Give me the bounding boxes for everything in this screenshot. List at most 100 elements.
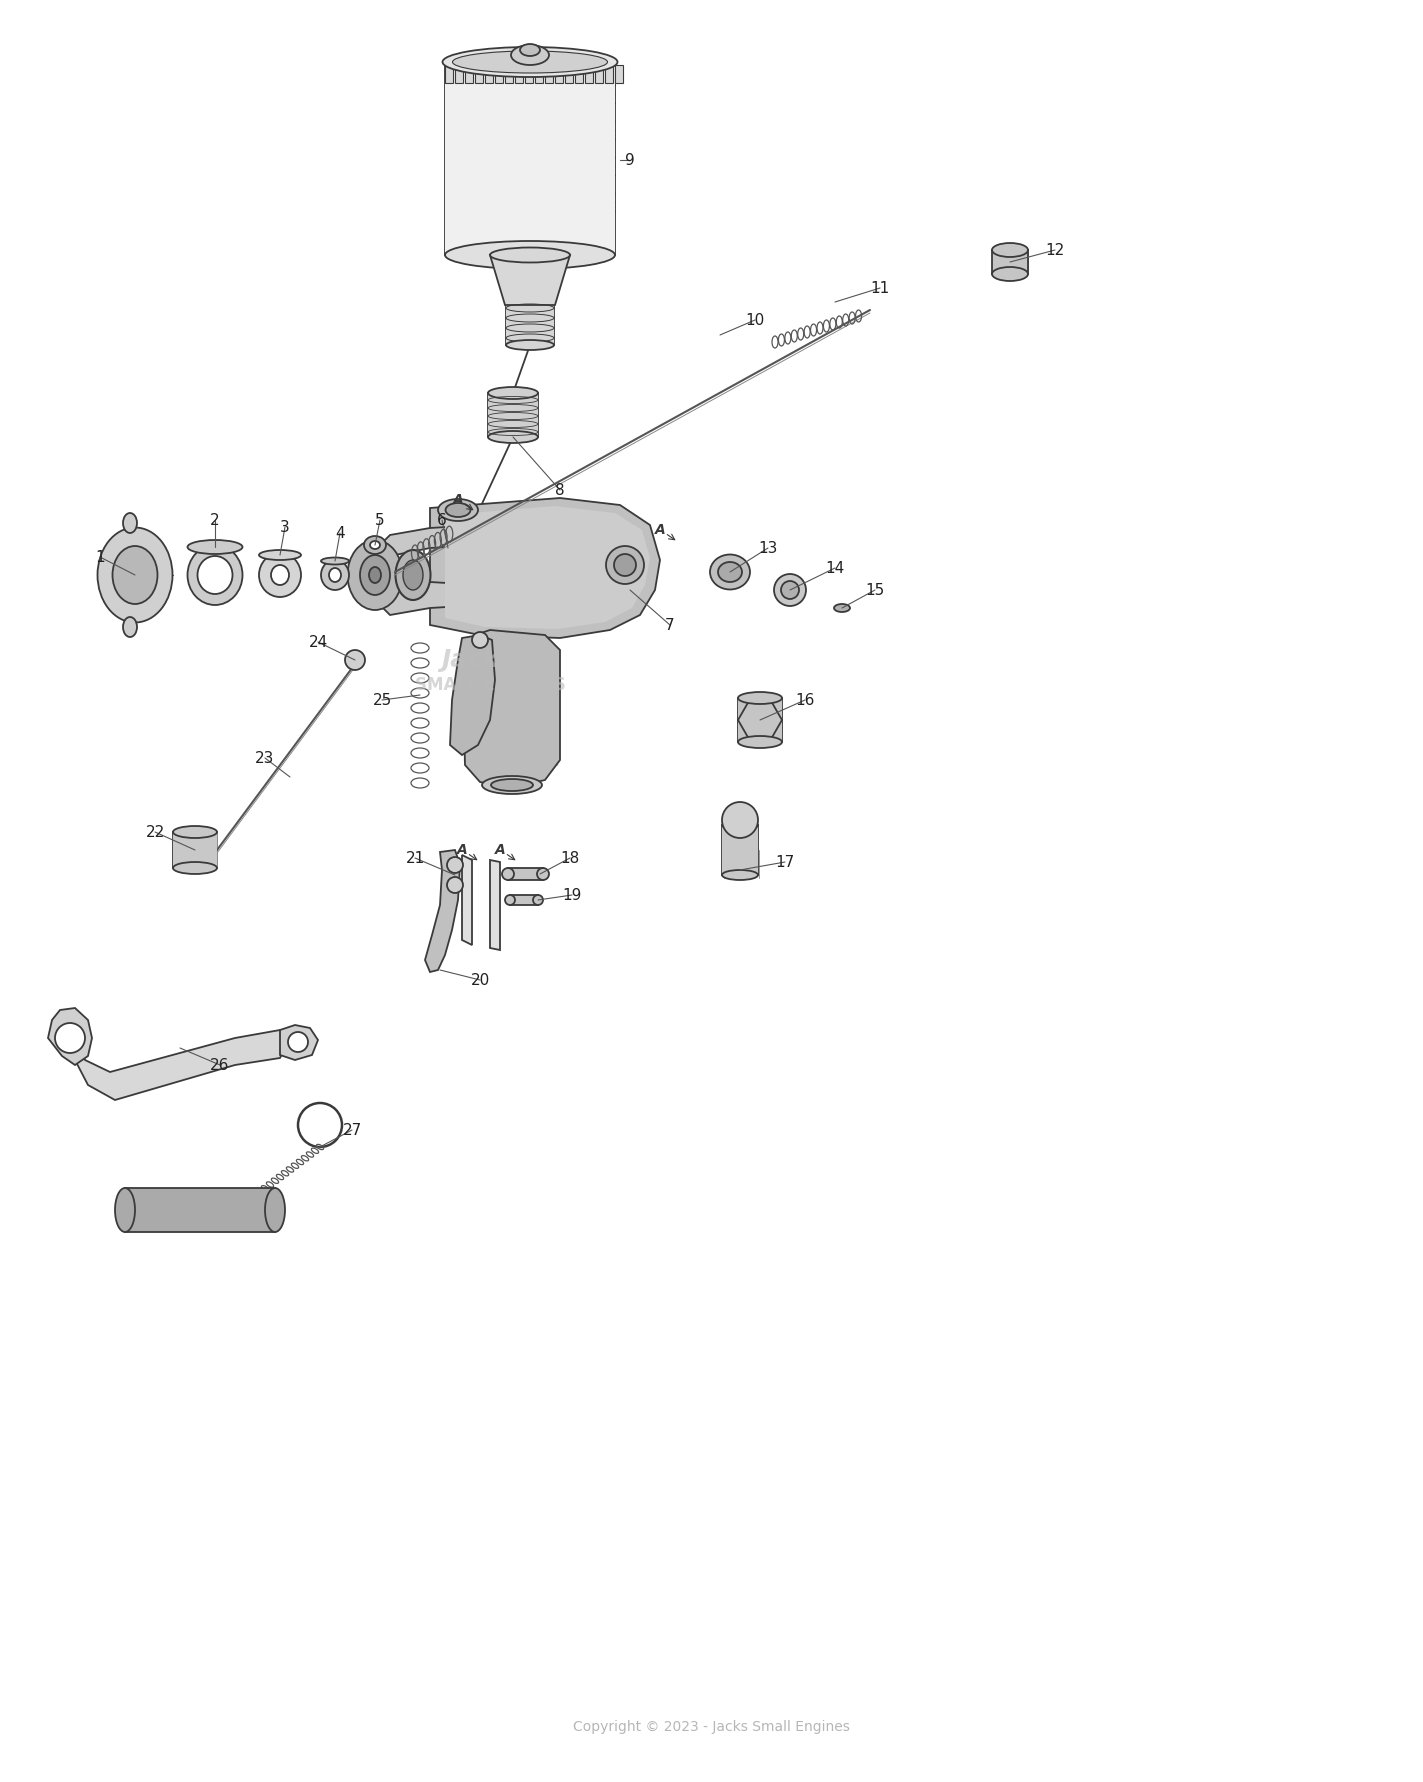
Text: 1: 1: [95, 549, 105, 565]
Text: 22: 22: [145, 825, 165, 839]
Ellipse shape: [507, 340, 554, 349]
Bar: [445, 64, 453, 84]
Text: 23: 23: [255, 750, 275, 766]
Ellipse shape: [721, 820, 758, 830]
Text: 9: 9: [625, 153, 635, 168]
Text: 15: 15: [865, 583, 885, 597]
Bar: [575, 64, 583, 84]
Ellipse shape: [270, 565, 289, 584]
Bar: [507, 305, 554, 346]
Text: 12: 12: [1046, 242, 1064, 258]
Circle shape: [55, 1023, 85, 1053]
Text: Copyright © 2023 - Jacks Small Engines: Copyright © 2023 - Jacks Small Engines: [573, 1720, 850, 1734]
Circle shape: [447, 877, 462, 893]
Text: 8: 8: [555, 483, 565, 497]
Ellipse shape: [122, 617, 137, 636]
Ellipse shape: [347, 540, 403, 609]
Ellipse shape: [534, 895, 544, 905]
Ellipse shape: [265, 1189, 285, 1231]
Bar: [485, 64, 492, 84]
Bar: [465, 64, 472, 84]
Ellipse shape: [613, 554, 636, 576]
Text: A: A: [655, 522, 666, 536]
Text: 11: 11: [871, 280, 889, 296]
Bar: [721, 825, 758, 875]
Ellipse shape: [502, 868, 514, 880]
Ellipse shape: [721, 870, 758, 880]
Circle shape: [472, 633, 488, 649]
Text: 20: 20: [471, 973, 490, 987]
Text: A: A: [495, 843, 505, 857]
Ellipse shape: [834, 604, 850, 611]
Ellipse shape: [174, 862, 216, 873]
Text: 27: 27: [343, 1123, 361, 1137]
Circle shape: [344, 650, 366, 670]
Bar: [535, 64, 544, 84]
Polygon shape: [445, 506, 650, 629]
Text: 5: 5: [376, 513, 384, 527]
Polygon shape: [462, 631, 561, 788]
Bar: [595, 64, 603, 84]
Ellipse shape: [403, 560, 423, 590]
Text: 7: 7: [665, 618, 675, 633]
Circle shape: [721, 802, 758, 838]
Text: 18: 18: [561, 850, 579, 866]
Ellipse shape: [445, 503, 471, 517]
Text: 24: 24: [309, 634, 327, 649]
Ellipse shape: [188, 545, 242, 606]
Ellipse shape: [488, 387, 538, 399]
Ellipse shape: [370, 542, 380, 549]
Ellipse shape: [360, 554, 390, 595]
Ellipse shape: [992, 267, 1027, 282]
Ellipse shape: [329, 568, 342, 583]
Bar: [445, 62, 615, 255]
Bar: [585, 64, 593, 84]
Ellipse shape: [443, 46, 618, 77]
Text: 16: 16: [795, 693, 815, 707]
Polygon shape: [739, 700, 783, 740]
Bar: [508, 868, 544, 880]
Ellipse shape: [112, 545, 158, 604]
Ellipse shape: [453, 52, 608, 73]
Polygon shape: [490, 861, 499, 950]
Bar: [515, 64, 524, 84]
Ellipse shape: [259, 551, 302, 560]
Ellipse shape: [369, 567, 381, 583]
Text: 25: 25: [373, 693, 391, 707]
Text: 2: 2: [211, 513, 219, 527]
Ellipse shape: [490, 248, 571, 262]
Ellipse shape: [511, 45, 549, 64]
Text: 3: 3: [280, 520, 290, 535]
Ellipse shape: [710, 554, 750, 590]
Bar: [475, 64, 482, 84]
Text: 19: 19: [562, 887, 582, 902]
Ellipse shape: [322, 558, 349, 565]
Bar: [174, 832, 216, 868]
Ellipse shape: [259, 552, 302, 597]
Ellipse shape: [491, 779, 534, 791]
Ellipse shape: [606, 545, 645, 584]
Polygon shape: [462, 855, 472, 944]
Ellipse shape: [719, 561, 741, 583]
Bar: [525, 64, 534, 84]
Bar: [992, 249, 1027, 274]
Ellipse shape: [364, 536, 386, 554]
Text: 4: 4: [336, 526, 344, 540]
Ellipse shape: [198, 556, 232, 593]
Ellipse shape: [482, 775, 542, 795]
Bar: [739, 699, 783, 741]
Bar: [495, 64, 502, 84]
Text: A: A: [453, 494, 464, 508]
Ellipse shape: [739, 736, 783, 748]
Ellipse shape: [505, 895, 515, 905]
Polygon shape: [430, 497, 660, 638]
Ellipse shape: [174, 827, 216, 838]
Ellipse shape: [115, 1189, 135, 1231]
Ellipse shape: [438, 499, 478, 520]
Ellipse shape: [98, 527, 172, 622]
Bar: [455, 64, 462, 84]
Text: SMALL ENGINES: SMALL ENGINES: [414, 675, 565, 693]
Ellipse shape: [519, 45, 539, 55]
Bar: [605, 64, 613, 84]
Bar: [615, 64, 623, 84]
